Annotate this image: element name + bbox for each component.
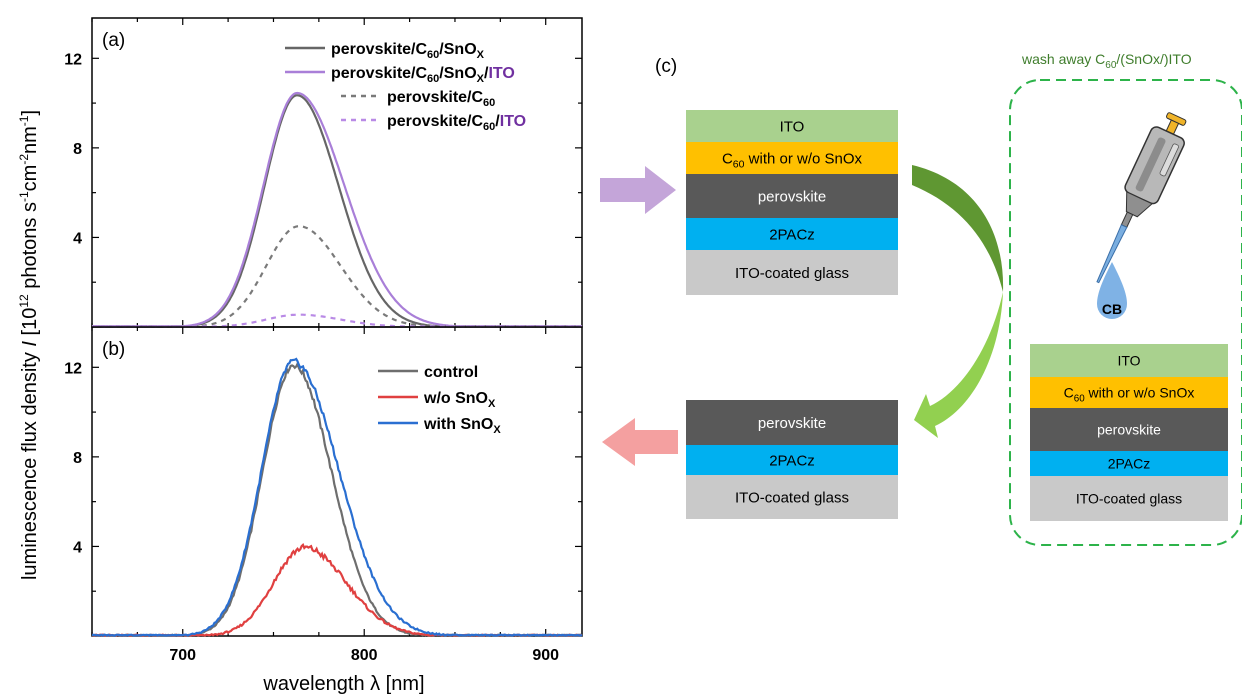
x-tick-label: 700	[169, 647, 196, 664]
legend-entry: control	[424, 364, 478, 381]
layer-block	[686, 174, 898, 218]
washed-layer-stack: perovskite 2PACz ITO-coated glass	[686, 400, 898, 519]
layer-block	[1030, 476, 1228, 521]
chart-panel-a: 4 8 12 (a) perovskite/C60/SnOX perovskite/C60…	[64, 17, 583, 328]
layer-label: C60 with or w/o SnOx	[1064, 384, 1195, 404]
layer-block	[686, 400, 898, 445]
full-layer-stack: ITO C60 with or w/o SnOx perovskite 2PACz IT…	[686, 110, 898, 295]
layer-block	[686, 142, 898, 174]
dashed-wash-box	[1009, 79, 1242, 546]
y-tick-label: 4	[73, 230, 82, 247]
series-line	[92, 543, 583, 637]
green-curved-arrow-bottom	[914, 292, 1003, 438]
legend-entry: perovskite/C60/SnOX/ITO	[331, 65, 515, 85]
cb-label: CB	[1102, 301, 1122, 317]
layer-label: C60 with or w/o SnOx	[722, 150, 863, 170]
y-tick-label: 8	[73, 450, 82, 467]
layer-label: 2PACz	[769, 226, 815, 243]
layer-block	[1030, 451, 1228, 476]
layer-label: ITO	[780, 118, 805, 135]
layer-label: 2PACz	[1108, 455, 1151, 471]
legend-entry: w/o SnOX	[423, 390, 496, 410]
layer-block	[1030, 344, 1228, 377]
panel-label: (a)	[102, 30, 125, 51]
green-curved-arrow-top	[912, 165, 1004, 292]
pink-arrow	[602, 418, 678, 466]
pipette-icon	[1096, 112, 1187, 284]
wash-label: wash away C60/(SnOx/)ITO	[1021, 51, 1192, 71]
y-tick-label: 12	[64, 51, 82, 68]
layer-label: ITO-coated glass	[735, 489, 849, 506]
layer-label: ITO-coated glass	[1076, 490, 1182, 506]
chart-panel-b: 700 800 900 4 8 12 (b) control w/o SnOX with SnOX	[64, 326, 583, 664]
box-layer-stack: ITO C60 with or w/o SnOx perovskite 2PACz IT…	[1030, 344, 1228, 521]
series-line	[91, 313, 583, 328]
layer-block	[686, 445, 898, 475]
x-axis-title: wavelength λ [nm]	[262, 673, 424, 695]
y-axis-title: luminescence flux density I [1012 photon…	[17, 110, 41, 580]
plot-frame	[91, 326, 583, 637]
layer-label: perovskite	[758, 188, 826, 205]
layer-label: ITO	[1117, 352, 1140, 368]
panel-label: (b)	[102, 339, 125, 360]
cb-droplet-icon	[1097, 262, 1127, 319]
x-tick-label: 800	[351, 647, 378, 664]
layer-block	[686, 250, 898, 295]
layer-block	[686, 218, 898, 250]
layer-label: perovskite	[758, 415, 826, 432]
y-tick-label: 12	[64, 360, 82, 377]
panel-label-c: (c)	[655, 56, 677, 77]
legend-entry: perovskite/C60/ITO	[387, 113, 526, 133]
legend-entry: with SnOX	[423, 416, 501, 436]
layer-diagram: (c) ITO C60 with or w/o SnOx perovskite 2PA…	[600, 51, 1242, 546]
layer-label: 2PACz	[769, 452, 815, 469]
layer-block	[686, 475, 898, 519]
layer-block	[686, 110, 898, 142]
series-line	[92, 225, 582, 328]
y-tick-label: 4	[73, 539, 82, 556]
layer-block	[1030, 377, 1228, 408]
layer-label: ITO-coated glass	[735, 265, 849, 282]
layer-label: perovskite	[1097, 421, 1161, 437]
legend-entry: perovskite/C60/SnOX	[331, 41, 485, 61]
x-tick-label: 900	[532, 647, 559, 664]
series-line	[91, 361, 583, 637]
purple-arrow	[600, 166, 676, 214]
series-line	[91, 357, 583, 637]
y-tick-label: 8	[73, 141, 82, 158]
layer-block	[1030, 408, 1228, 451]
legend-entry: perovskite/C60	[387, 89, 495, 109]
